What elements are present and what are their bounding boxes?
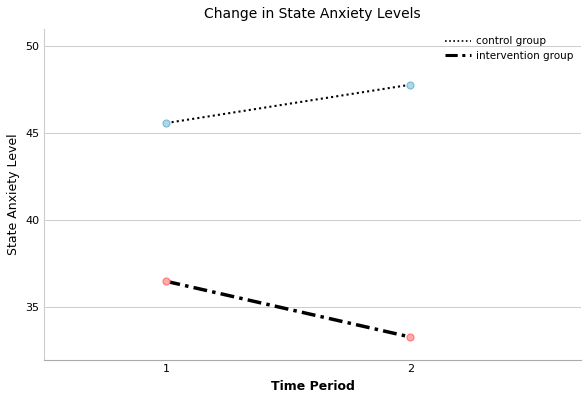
X-axis label: Time Period: Time Period — [271, 380, 355, 393]
intervention group — [192, 286, 199, 290]
Legend: control group, intervention group: control group, intervention group — [441, 32, 578, 65]
control group — [163, 121, 170, 126]
intervention group — [339, 319, 346, 324]
intervention group — [242, 297, 249, 302]
control group — [192, 116, 199, 121]
Title: Change in State Anxiety Levels: Change in State Anxiety Levels — [205, 7, 421, 21]
Line: control group: control group — [166, 85, 410, 123]
Line: intervention group: intervention group — [166, 281, 410, 337]
intervention group — [407, 335, 414, 340]
control group — [407, 82, 414, 87]
intervention group — [340, 320, 348, 324]
intervention group — [316, 314, 323, 319]
Y-axis label: State Anxiety Level: State Anxiety Level — [7, 134, 20, 255]
control group — [339, 93, 346, 98]
control group — [316, 96, 323, 101]
intervention group — [259, 301, 266, 306]
control group — [259, 106, 266, 110]
intervention group — [163, 279, 170, 284]
control group — [340, 93, 348, 98]
control group — [242, 108, 249, 113]
